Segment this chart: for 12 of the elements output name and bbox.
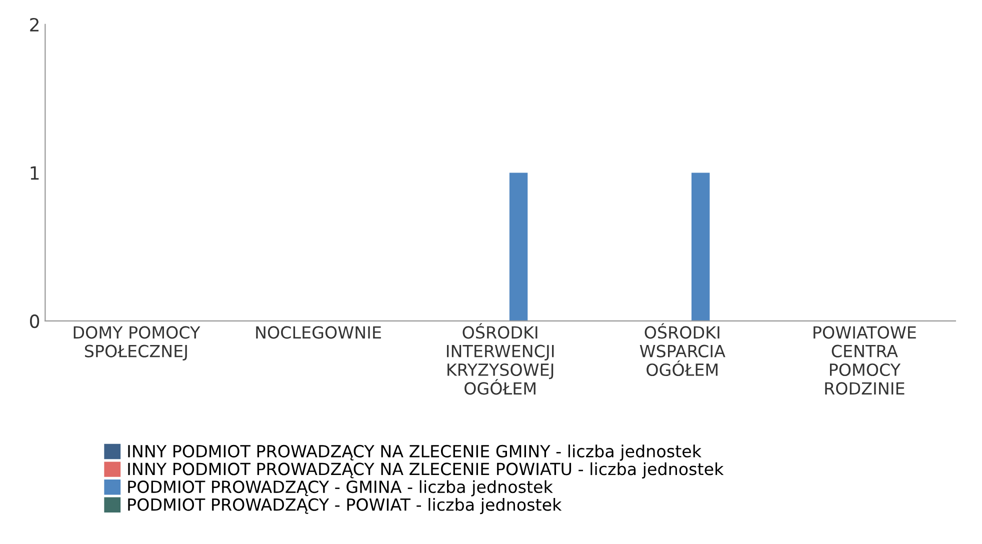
x-tick-label: NOCLEGOWNIE [256,326,381,339]
x-tick-label: DOMY POMOCY SPOŁECZNEJ [74,326,200,360]
x-tick-label: POWIATOWE CENTRA POMOCY RODZINIE [814,326,916,395]
legend-label: INNY PODMIOT PROWADZĄCY NA ZLECENIE POWIATU - liczba jednostek [128,462,724,479]
x-tick-label: OŚRODKI INTERWENCJI KRYZYSOWEJ OGÓŁEM [446,323,554,395]
x-tick-label: OŚRODKI WSPARCIA OGÓŁEM [640,323,726,376]
y-tick-label: 1 [30,166,39,180]
y-tick-label: 2 [30,18,39,32]
legend-label: PODMIOT PROWADZĄCY - GMINA - liczba jednostek [128,480,553,496]
legend-label: PODMIOT PROWADZĄCY - POWIAT - liczba jednostek [128,498,562,514]
legend-label: INNY PODMIOT PROWADZĄCY NA ZLECENIE GMINY - liczba jednostek [128,444,702,461]
y-tick-label: 0 [30,314,40,328]
